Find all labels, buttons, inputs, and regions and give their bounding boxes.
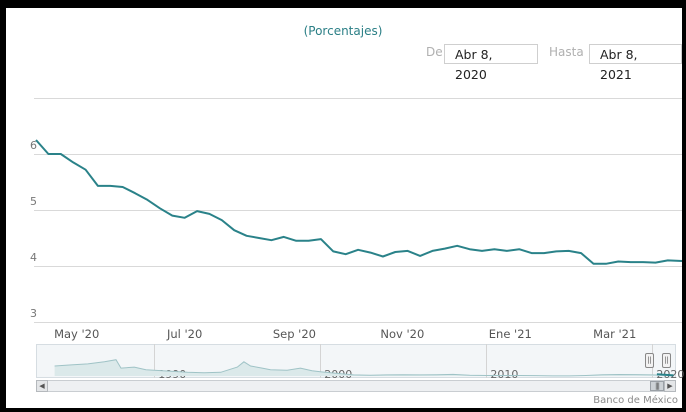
- navigator-year-line: [154, 344, 156, 378]
- range-from-label: De: [426, 45, 443, 59]
- scroll-left-button[interactable]: ◀: [36, 380, 48, 392]
- navigator-right-handle[interactable]: ||: [662, 353, 671, 368]
- scrollbar-thumb[interactable]: |||: [650, 381, 664, 391]
- y-tick-label: 3: [30, 307, 37, 320]
- navigator-year-label: 2010: [490, 368, 519, 381]
- scroll-right-button[interactable]: ▶: [664, 380, 676, 392]
- x-tick-label: Mar '21: [593, 327, 637, 341]
- y-gridline: [34, 322, 682, 323]
- navigator-line: [54, 359, 670, 377]
- range-to-label: Hasta: [549, 45, 584, 59]
- series-line: [35, 139, 683, 265]
- range-to-input[interactable]: Abr 8, 2021: [589, 44, 682, 82]
- navigator-year-line: [486, 344, 488, 378]
- x-tick-label: Ene '21: [488, 327, 532, 341]
- x-tick-label: Sep '20: [272, 327, 316, 341]
- y-gridline: [34, 154, 682, 155]
- y-gridline: [34, 98, 682, 99]
- x-tick-label: May '20: [54, 327, 100, 341]
- x-tick-label: Jul '20: [166, 327, 203, 341]
- navigator-left-handle[interactable]: ||: [645, 353, 654, 368]
- chart-title: (Porcentajes): [303, 24, 383, 38]
- y-gridline: [34, 210, 682, 211]
- chart-credit[interactable]: Banco de México: [593, 395, 678, 406]
- navigator-selected-line: [656, 373, 674, 377]
- y-tick-label: 5: [30, 195, 37, 208]
- x-tick-label: Nov '20: [380, 327, 425, 341]
- range-from-input[interactable]: Abr 8, 2020: [444, 44, 538, 82]
- navigator-year-line: [320, 344, 322, 378]
- scrollbar-track[interactable]: [36, 380, 676, 392]
- y-gridline: [34, 266, 682, 267]
- y-tick-label: 6: [30, 139, 37, 152]
- y-tick-label: 4: [30, 251, 37, 264]
- navigator-area-fill: [54, 359, 670, 376]
